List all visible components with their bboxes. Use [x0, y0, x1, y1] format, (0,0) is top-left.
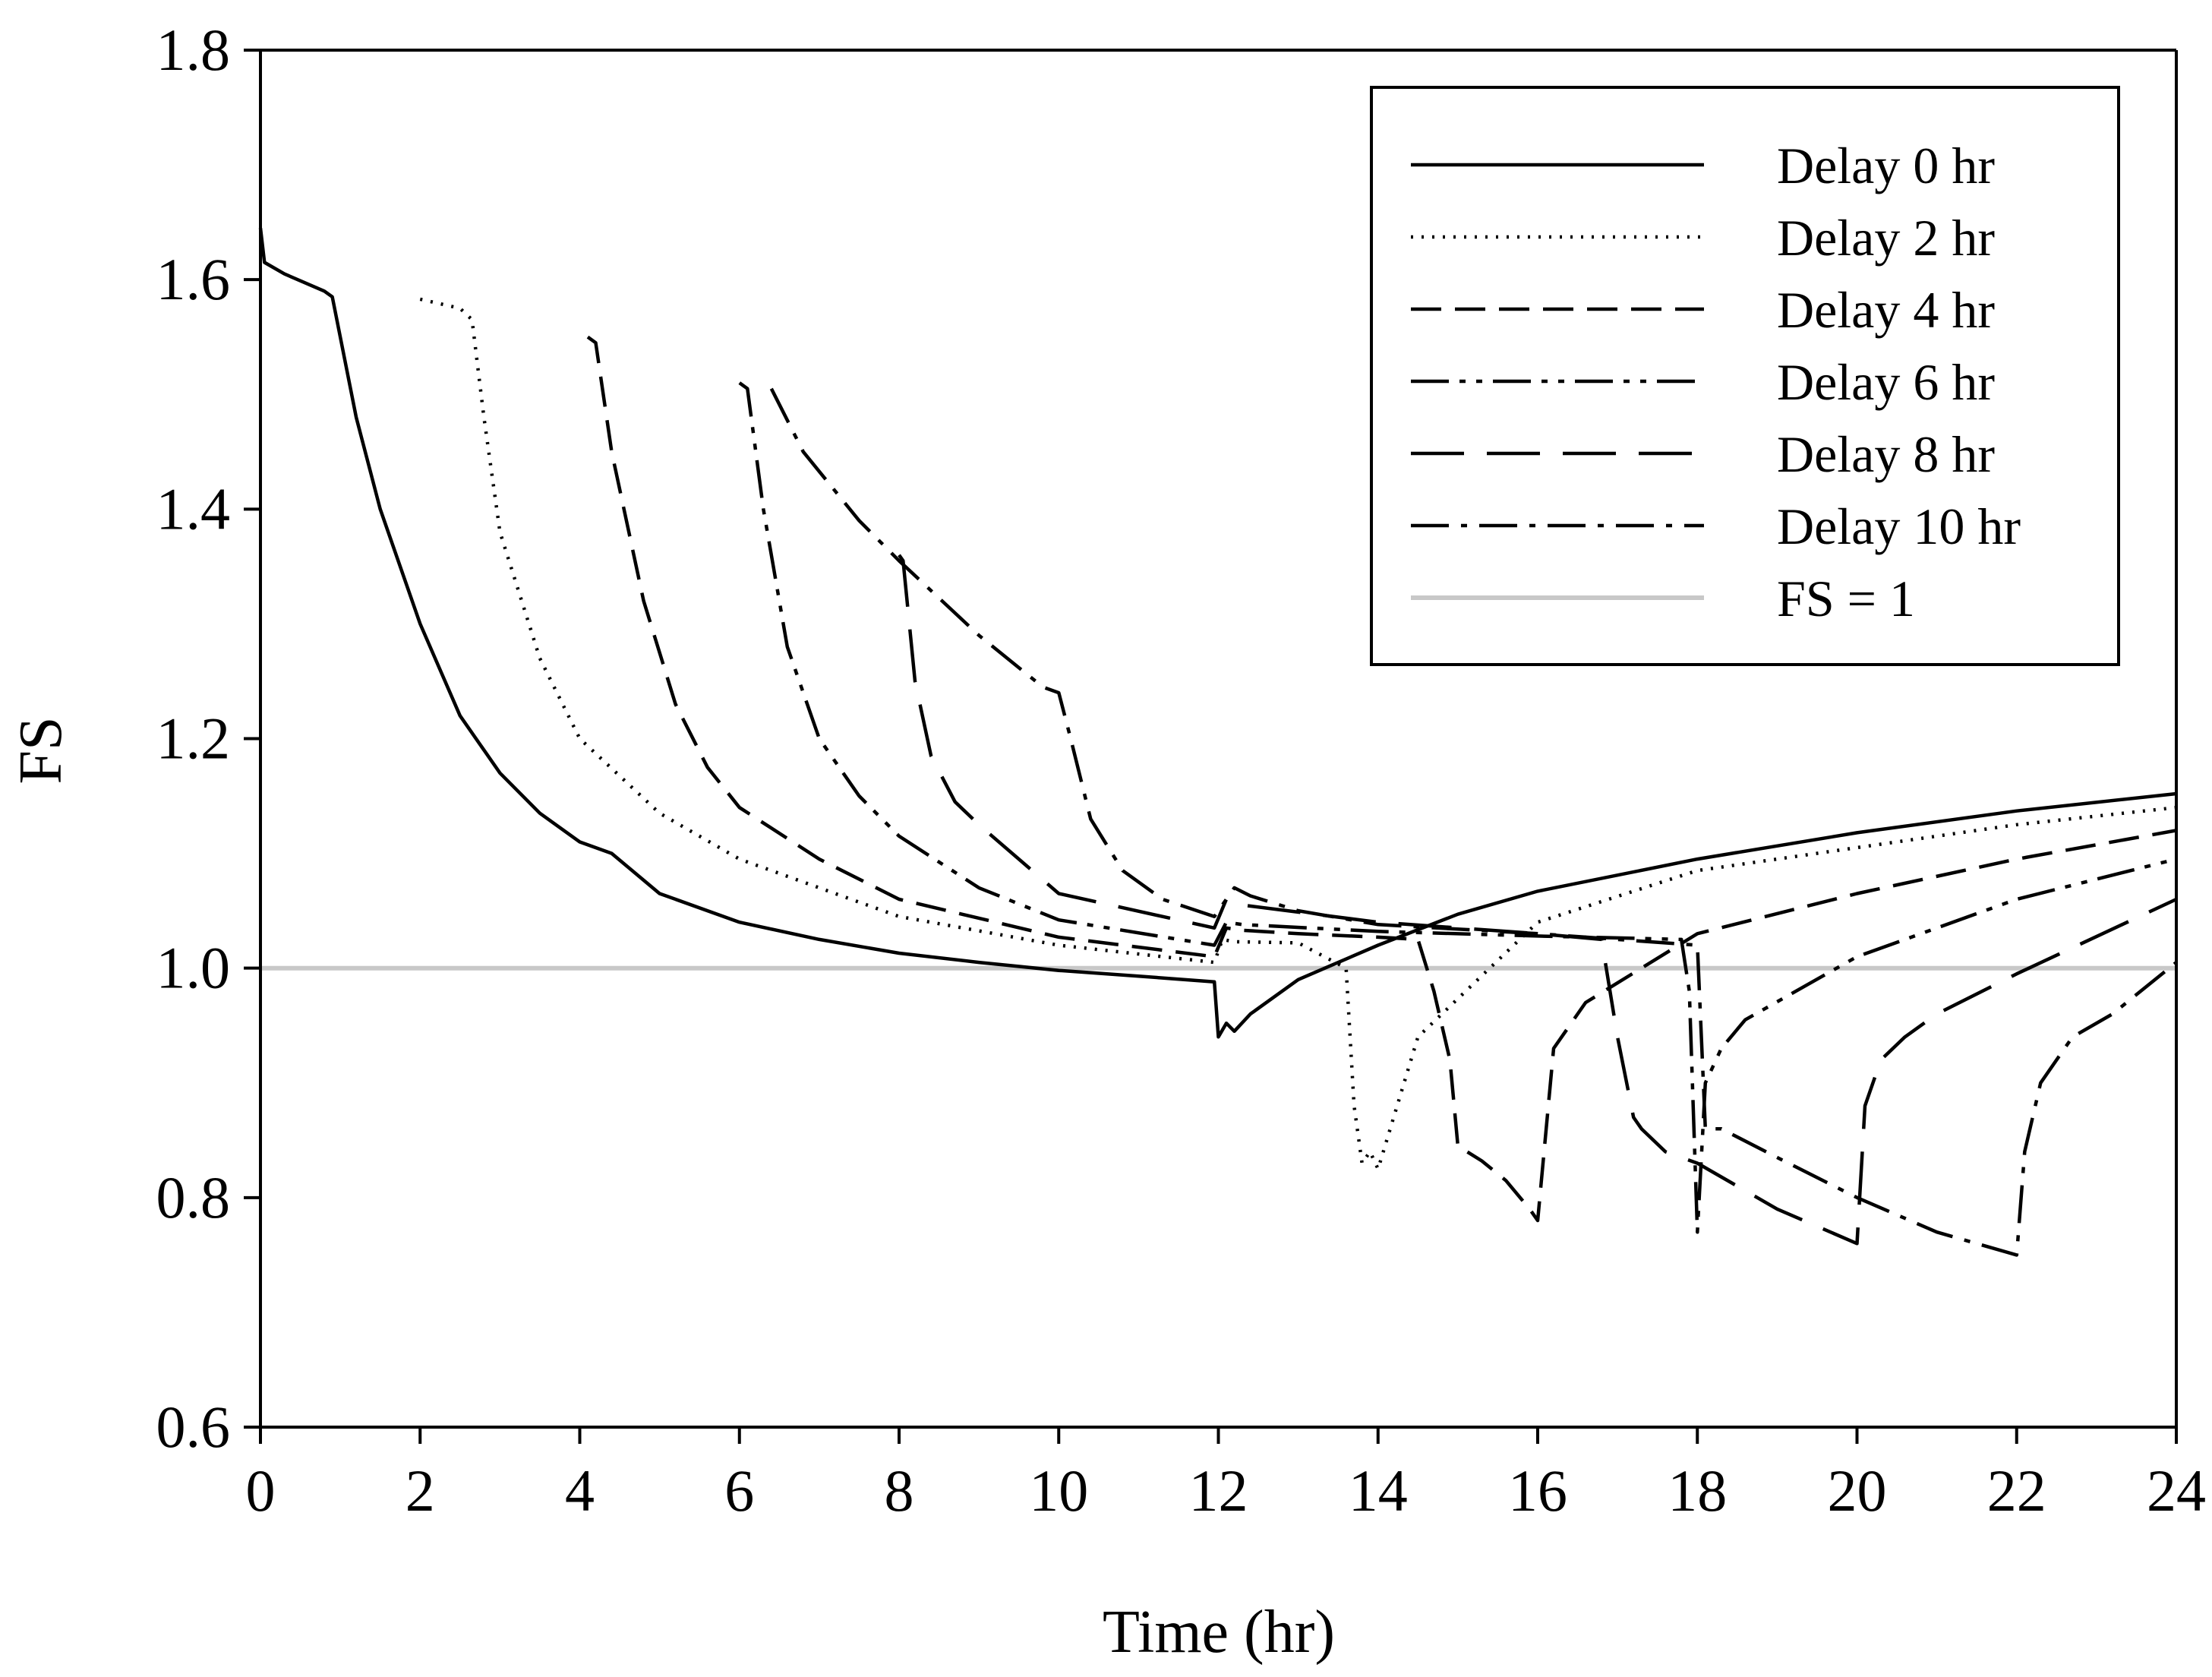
x-tick-label: 10 — [1029, 1458, 1088, 1524]
legend-label: Delay 4 hr — [1777, 281, 1995, 339]
x-tick-label: 12 — [1189, 1458, 1248, 1524]
legend: Delay 0 hr Delay 2 hr Delay 4 hr Delay 6 hr… — [1370, 86, 2120, 666]
y-tick-label: 0.8 — [156, 1164, 231, 1230]
legend-label: Delay 6 hr — [1777, 353, 1995, 411]
legend-label: Delay 10 hr — [1777, 497, 2021, 555]
y-tick-label: 1.0 — [156, 935, 231, 1001]
series-line-0 — [258, 227, 2177, 1039]
x-axis-title: Time (hr) — [1103, 1599, 1335, 1666]
series-line-3 — [738, 381, 2177, 1234]
y-tick-label: 0.6 — [156, 1394, 231, 1460]
y-tick-label: 1.8 — [156, 17, 231, 83]
x-tick-label: 4 — [565, 1458, 595, 1524]
x-tick-label: 2 — [405, 1458, 435, 1524]
legend-label: Delay 2 hr — [1777, 209, 1995, 267]
series-line-2 — [586, 335, 2177, 1223]
x-tick-label: 14 — [1349, 1458, 1408, 1524]
y-tick-label: 1.4 — [156, 475, 231, 542]
x-tick-label: 8 — [885, 1458, 914, 1524]
legend-label: Delay 0 hr — [1777, 137, 1995, 194]
x-tick-label: 0 — [246, 1458, 276, 1524]
y-tick-label: 1.2 — [156, 706, 231, 772]
series-line-1 — [419, 297, 2177, 1171]
axes: 0 2 4 6 8 10 12 14 16 18 20 22 240.60.81.01.21.41.61… — [156, 17, 2207, 1524]
x-tick-label: 16 — [1508, 1458, 1567, 1524]
legend-label: Delay 8 hr — [1777, 425, 1995, 483]
series-line-4 — [898, 554, 2177, 1246]
x-tick-label: 24 — [2147, 1458, 2206, 1524]
x-tick-label: 22 — [1987, 1458, 2046, 1524]
x-tick-label: 18 — [1668, 1458, 1727, 1524]
legend-box — [1370, 86, 2120, 666]
y-axis-title: FS — [8, 717, 74, 785]
x-tick-label: 6 — [724, 1458, 754, 1524]
legend-label: FS = 1 — [1777, 570, 1915, 627]
plot-area — [258, 227, 2178, 1257]
x-tick-label: 20 — [1828, 1458, 1887, 1524]
y-tick-label: 1.6 — [156, 246, 231, 312]
series-line-5 — [769, 387, 2178, 1257]
